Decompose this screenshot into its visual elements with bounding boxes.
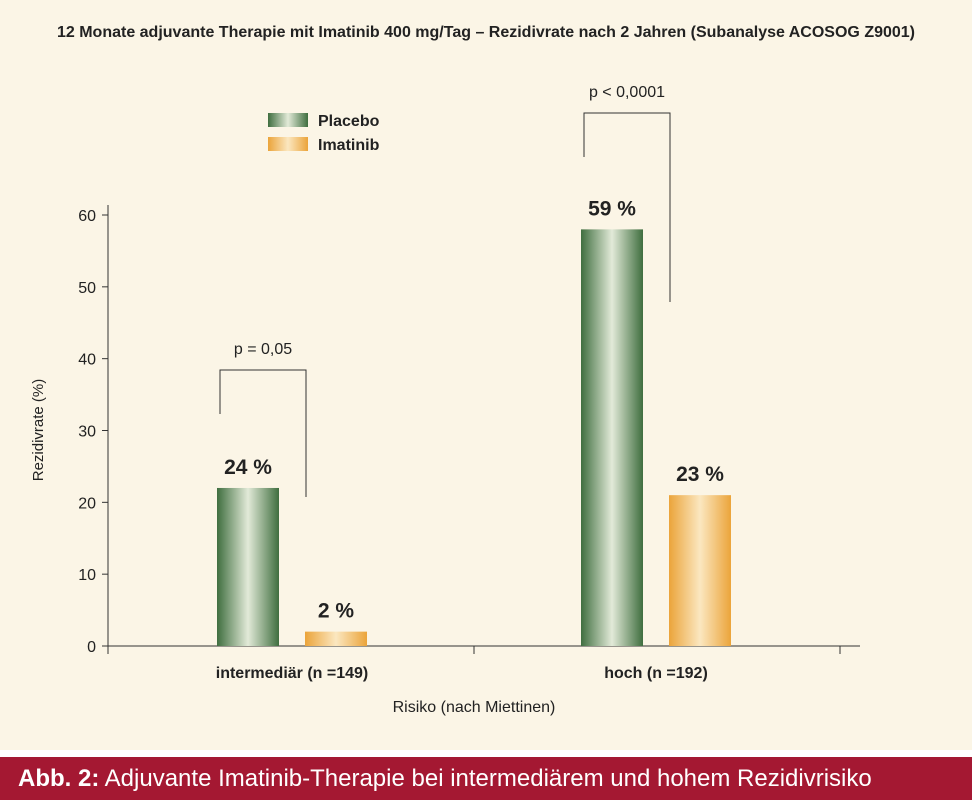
chart-panel: 12 Monate adjuvante Therapie mit Imatini… bbox=[0, 0, 972, 750]
y-tick-label: 30 bbox=[78, 424, 96, 441]
p-value-label: p = 0,05 bbox=[234, 341, 292, 358]
bar-value-label: 23 % bbox=[676, 463, 724, 486]
y-tick-label: 0 bbox=[87, 639, 96, 656]
x-tick-label: intermediär (n =149) bbox=[216, 665, 369, 682]
p-value-label: p < 0,0001 bbox=[589, 84, 665, 101]
y-tick-label: 50 bbox=[78, 280, 96, 297]
significance-bracket bbox=[219, 369, 307, 497]
bar-placebo-0 bbox=[217, 487, 279, 646]
bar-value-label: 59 % bbox=[588, 197, 636, 220]
bar-value-label: 2 % bbox=[318, 600, 355, 623]
bar-imatinib-0 bbox=[305, 631, 367, 646]
significance-bracket bbox=[583, 112, 671, 302]
bar-value-label: 24 % bbox=[224, 456, 272, 479]
figure-caption: Abb. 2: Adjuvante Imatinib-Therapie bei … bbox=[0, 757, 972, 800]
x-axis-label: Risiko (nach Miettinen) bbox=[393, 699, 556, 716]
y-tick-label: 60 bbox=[78, 208, 96, 225]
chart-title: 12 Monate adjuvante Therapie mit Imatini… bbox=[56, 24, 916, 41]
bar-placebo-1 bbox=[581, 229, 643, 646]
caption-label: Abb. 2: bbox=[18, 765, 100, 792]
legend-label: Imatinib bbox=[318, 137, 380, 154]
y-tick-label: 20 bbox=[78, 495, 96, 512]
bar-chart: 0 10 20 30 40 50 60 intermediär (n =149) hoch (n… bbox=[30, 84, 860, 716]
legend-swatch-imatinib bbox=[268, 137, 308, 151]
y-tick-label: 10 bbox=[78, 567, 96, 584]
caption-text: Adjuvante Imatinib-Therapie bei intermed… bbox=[104, 765, 872, 792]
y-tick-label: 40 bbox=[78, 352, 96, 369]
legend-swatch-placebo bbox=[268, 113, 308, 127]
y-axis-label: Rezidivrate (%) bbox=[30, 379, 47, 482]
bar-imatinib-1 bbox=[669, 495, 731, 646]
legend-label: Placebo bbox=[318, 113, 380, 130]
x-tick-label: hoch (n =192) bbox=[604, 665, 708, 682]
